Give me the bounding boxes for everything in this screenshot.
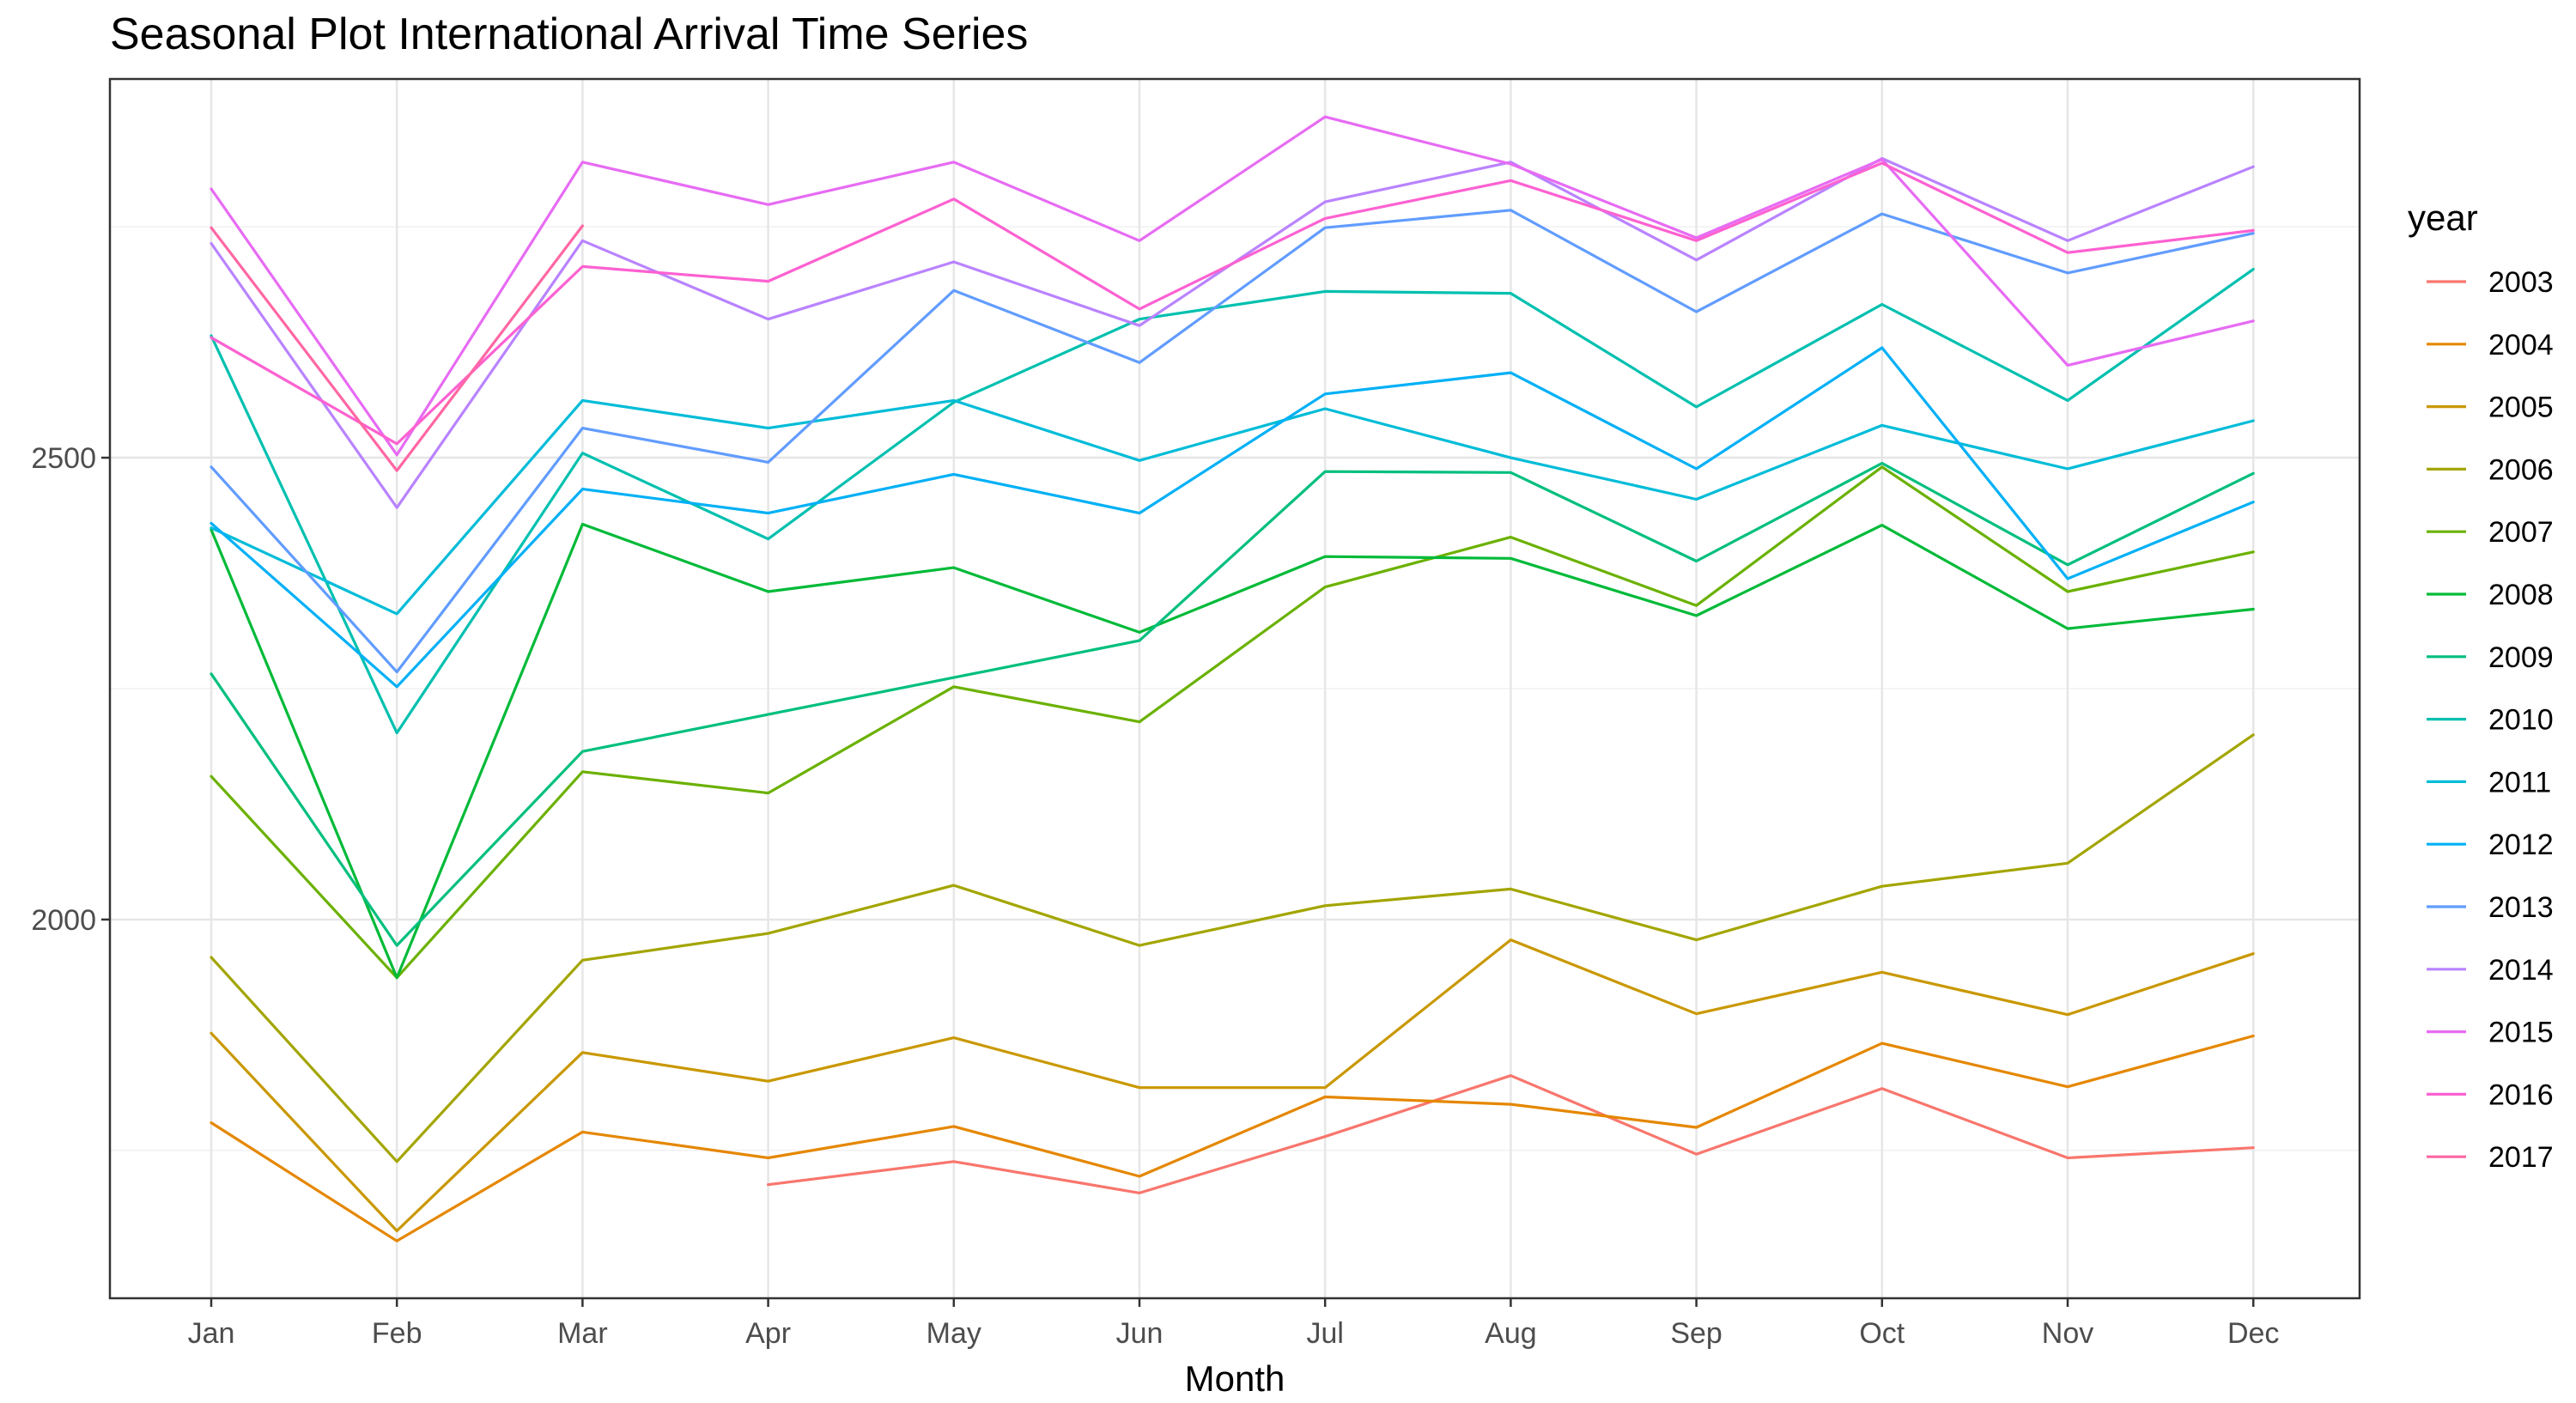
x-tick-label: Mar [557, 1317, 608, 1350]
series-line-2003 [767, 1074, 2255, 1194]
x-tick-label: Jun [1116, 1317, 1163, 1350]
chart-title: Seasonal Plot International Arrival Time… [110, 9, 1029, 59]
series-line-2009 [210, 461, 2255, 947]
series-line-2008 [210, 522, 2255, 980]
series-line-2005 [210, 938, 2255, 1233]
legend-label: 2014 [2488, 954, 2554, 987]
legend-item-2006: 2006 [2427, 453, 2554, 486]
legend-label: 2003 [2488, 266, 2554, 299]
legend-label: 2015 [2488, 1017, 2554, 1049]
legend-label: 2012 [2488, 829, 2554, 861]
series-line-2017 [210, 224, 584, 472]
x-tick-label: Jul [1306, 1317, 1343, 1350]
legend-item-2012: 2012 [2427, 829, 2554, 861]
series-line-2015 [210, 115, 2255, 457]
legend-item-2017: 2017 [2427, 1141, 2554, 1174]
legend-label: 2010 [2488, 704, 2554, 737]
series-line-2011 [210, 398, 2255, 616]
axis-layer: 2000 2500 Jan Feb Mar Apr May Jun Jul Aug Sep Oct No… [31, 442, 2279, 1350]
legend-label: 2005 [2488, 392, 2554, 424]
x-tick-label: Apr [745, 1317, 791, 1350]
legend-item-2013: 2013 [2427, 891, 2554, 924]
legend: year 2003 2004 2005 2006 2007 2008 2009 2010 201… [2408, 197, 2554, 1174]
series-line-2012 [210, 346, 2255, 689]
legend-item-2007: 2007 [2427, 516, 2554, 549]
legend-item-2003: 2003 [2427, 266, 2554, 299]
legend-item-2009: 2009 [2427, 641, 2554, 674]
legend-label: 2016 [2488, 1078, 2554, 1111]
series-line-2013 [210, 209, 2255, 674]
x-tick-label: Aug [1485, 1317, 1537, 1350]
x-tick-label: Jan [188, 1317, 235, 1350]
x-axis-title: Month [1185, 1358, 1285, 1399]
legend-label: 2011 [2488, 766, 2551, 799]
series-line-2010 [210, 268, 2255, 735]
plot-panel-border [108, 77, 2361, 1300]
x-tick-label: Oct [1859, 1317, 1905, 1350]
y-tick-label: 2500 [31, 442, 96, 475]
legend-item-2016: 2016 [2427, 1078, 2554, 1111]
legend-item-2014: 2014 [2427, 954, 2554, 987]
x-tick-label: Dec [2227, 1317, 2279, 1350]
series-line-2007 [210, 465, 2255, 980]
legend-label: 2004 [2488, 329, 2554, 361]
legend-label: 2006 [2488, 453, 2554, 486]
legend-label: 2007 [2488, 516, 2554, 549]
legend-item-2015: 2015 [2427, 1017, 2554, 1049]
series-line-2006 [210, 733, 2255, 1163]
legend-label: 2017 [2488, 1141, 2554, 1174]
legend-title: year [2408, 197, 2478, 238]
legend-item-2004: 2004 [2427, 329, 2554, 361]
legend-item-2005: 2005 [2427, 392, 2554, 424]
x-tick-label: Nov [2042, 1317, 2093, 1350]
y-tick-label: 2000 [31, 904, 96, 937]
series-line-2016 [210, 161, 2255, 446]
series-layer [210, 115, 2255, 1242]
legend-label: 2008 [2488, 579, 2554, 611]
legend-label: 2013 [2488, 891, 2554, 924]
x-tick-label: May [927, 1317, 981, 1350]
legend-item-2011: 2011 [2427, 766, 2551, 799]
legend-item-2010: 2010 [2427, 704, 2554, 737]
legend-label: 2009 [2488, 641, 2554, 674]
legend-item-2008: 2008 [2427, 579, 2554, 611]
x-tick-label: Feb [372, 1317, 422, 1350]
x-tick-label: Sep [1670, 1317, 1722, 1350]
series-line-2004 [210, 1034, 2255, 1242]
grid-layer [110, 79, 2360, 1298]
